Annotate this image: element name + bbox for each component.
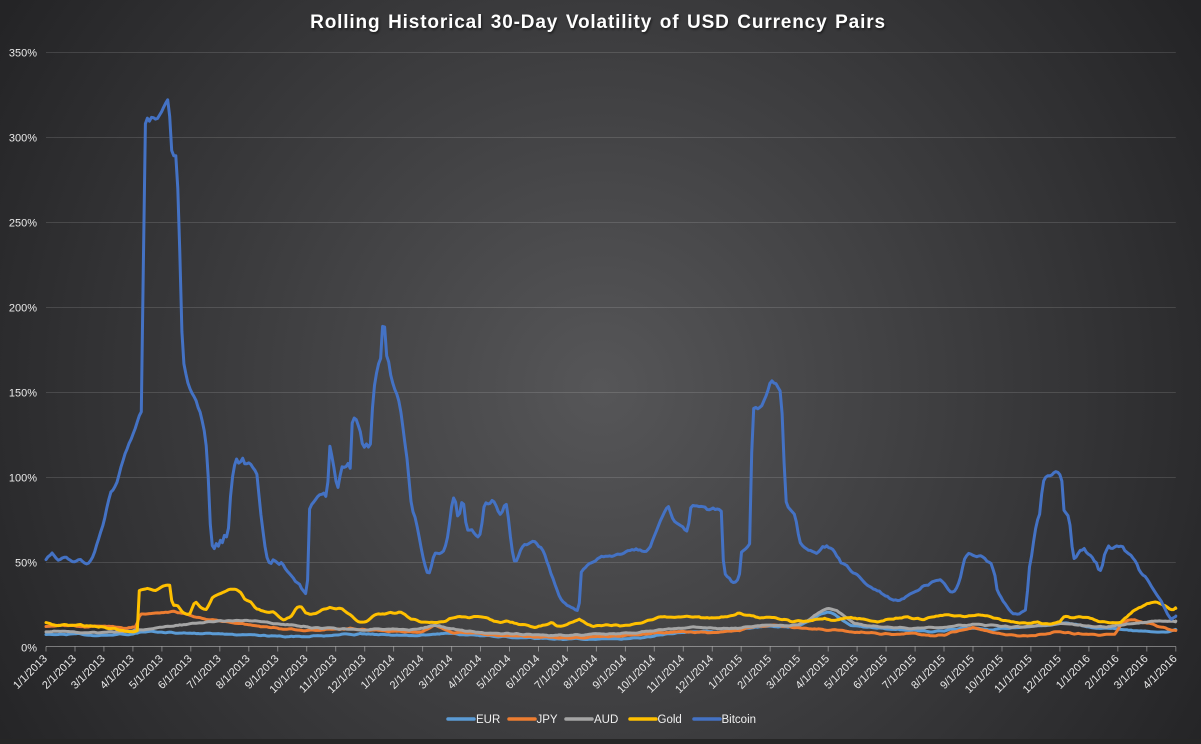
svg-text:200%: 200% (9, 303, 37, 315)
svg-text:JPY: JPY (537, 714, 558, 726)
svg-text:150%: 150% (9, 388, 37, 400)
svg-text:300%: 300% (9, 133, 37, 145)
svg-text:250%: 250% (9, 218, 37, 230)
svg-text:100%: 100% (9, 473, 37, 485)
svg-text:350%: 350% (9, 48, 37, 60)
svg-text:AUD: AUD (594, 714, 618, 726)
svg-text:Rolling Historical 30-Day Vola: Rolling Historical 30-Day Volatility of … (310, 12, 886, 33)
svg-text:50%: 50% (15, 558, 37, 570)
svg-text:EUR: EUR (476, 714, 500, 726)
svg-text:0%: 0% (21, 643, 37, 655)
svg-text:Bitcoin: Bitcoin (722, 714, 757, 726)
svg-text:Gold: Gold (658, 714, 682, 726)
